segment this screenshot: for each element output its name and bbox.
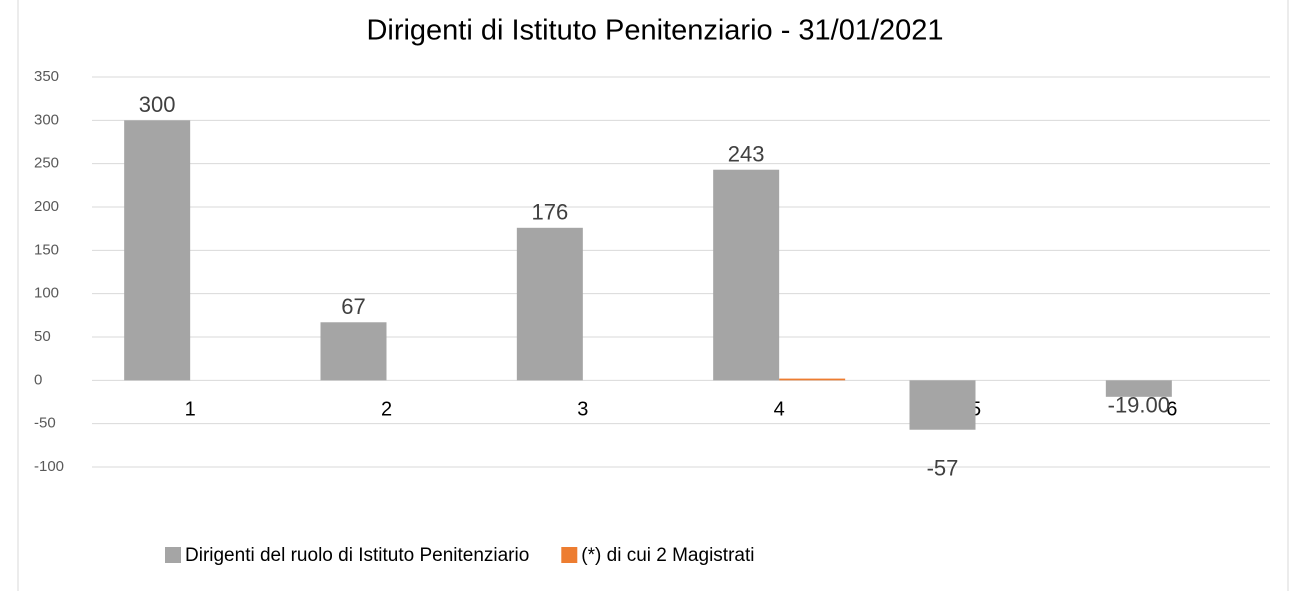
y-tick-label: 100 <box>34 285 59 302</box>
y-tick-label: 350 <box>34 68 59 85</box>
y-tick-label: -100 <box>34 458 64 475</box>
chart-frame <box>17 0 1289 591</box>
y-tick-label: 300 <box>34 111 59 128</box>
bar <box>713 169 780 381</box>
bar <box>124 120 191 381</box>
x-tick-label: 1 <box>185 399 196 421</box>
x-tick-label: 4 <box>774 399 785 421</box>
x-tick-label: 3 <box>577 399 588 421</box>
y-tick-label: 200 <box>34 198 59 215</box>
legend-label: (*) di cui 2 Magistrati <box>581 545 754 566</box>
y-tick-label: 50 <box>34 328 51 345</box>
data-label: 176 <box>531 200 568 225</box>
y-tick-label: 250 <box>34 155 59 172</box>
x-tick-label: 2 <box>381 399 392 421</box>
y-tick-label: 150 <box>34 241 59 258</box>
legend-swatch <box>165 547 181 563</box>
chart-title: Dirigenti di Istituto Penitenziario - 31… <box>366 15 943 47</box>
x-tick-label: 6 <box>1166 399 1177 421</box>
bar <box>909 380 976 430</box>
legend-label: Dirigenti del ruolo di Istituto Penitenz… <box>185 545 529 566</box>
data-label: -19.00 <box>1108 393 1170 418</box>
y-tick-label: 0 <box>34 371 42 388</box>
bar <box>516 227 583 381</box>
data-label: -57 <box>927 456 959 481</box>
bar <box>1105 380 1172 397</box>
bar <box>779 378 846 381</box>
data-label: 243 <box>728 142 765 167</box>
y-tick-label: -50 <box>34 415 56 432</box>
bar <box>320 322 387 381</box>
legend-swatch <box>561 547 578 563</box>
data-label: 67 <box>341 294 365 319</box>
data-label: 300 <box>139 92 176 117</box>
